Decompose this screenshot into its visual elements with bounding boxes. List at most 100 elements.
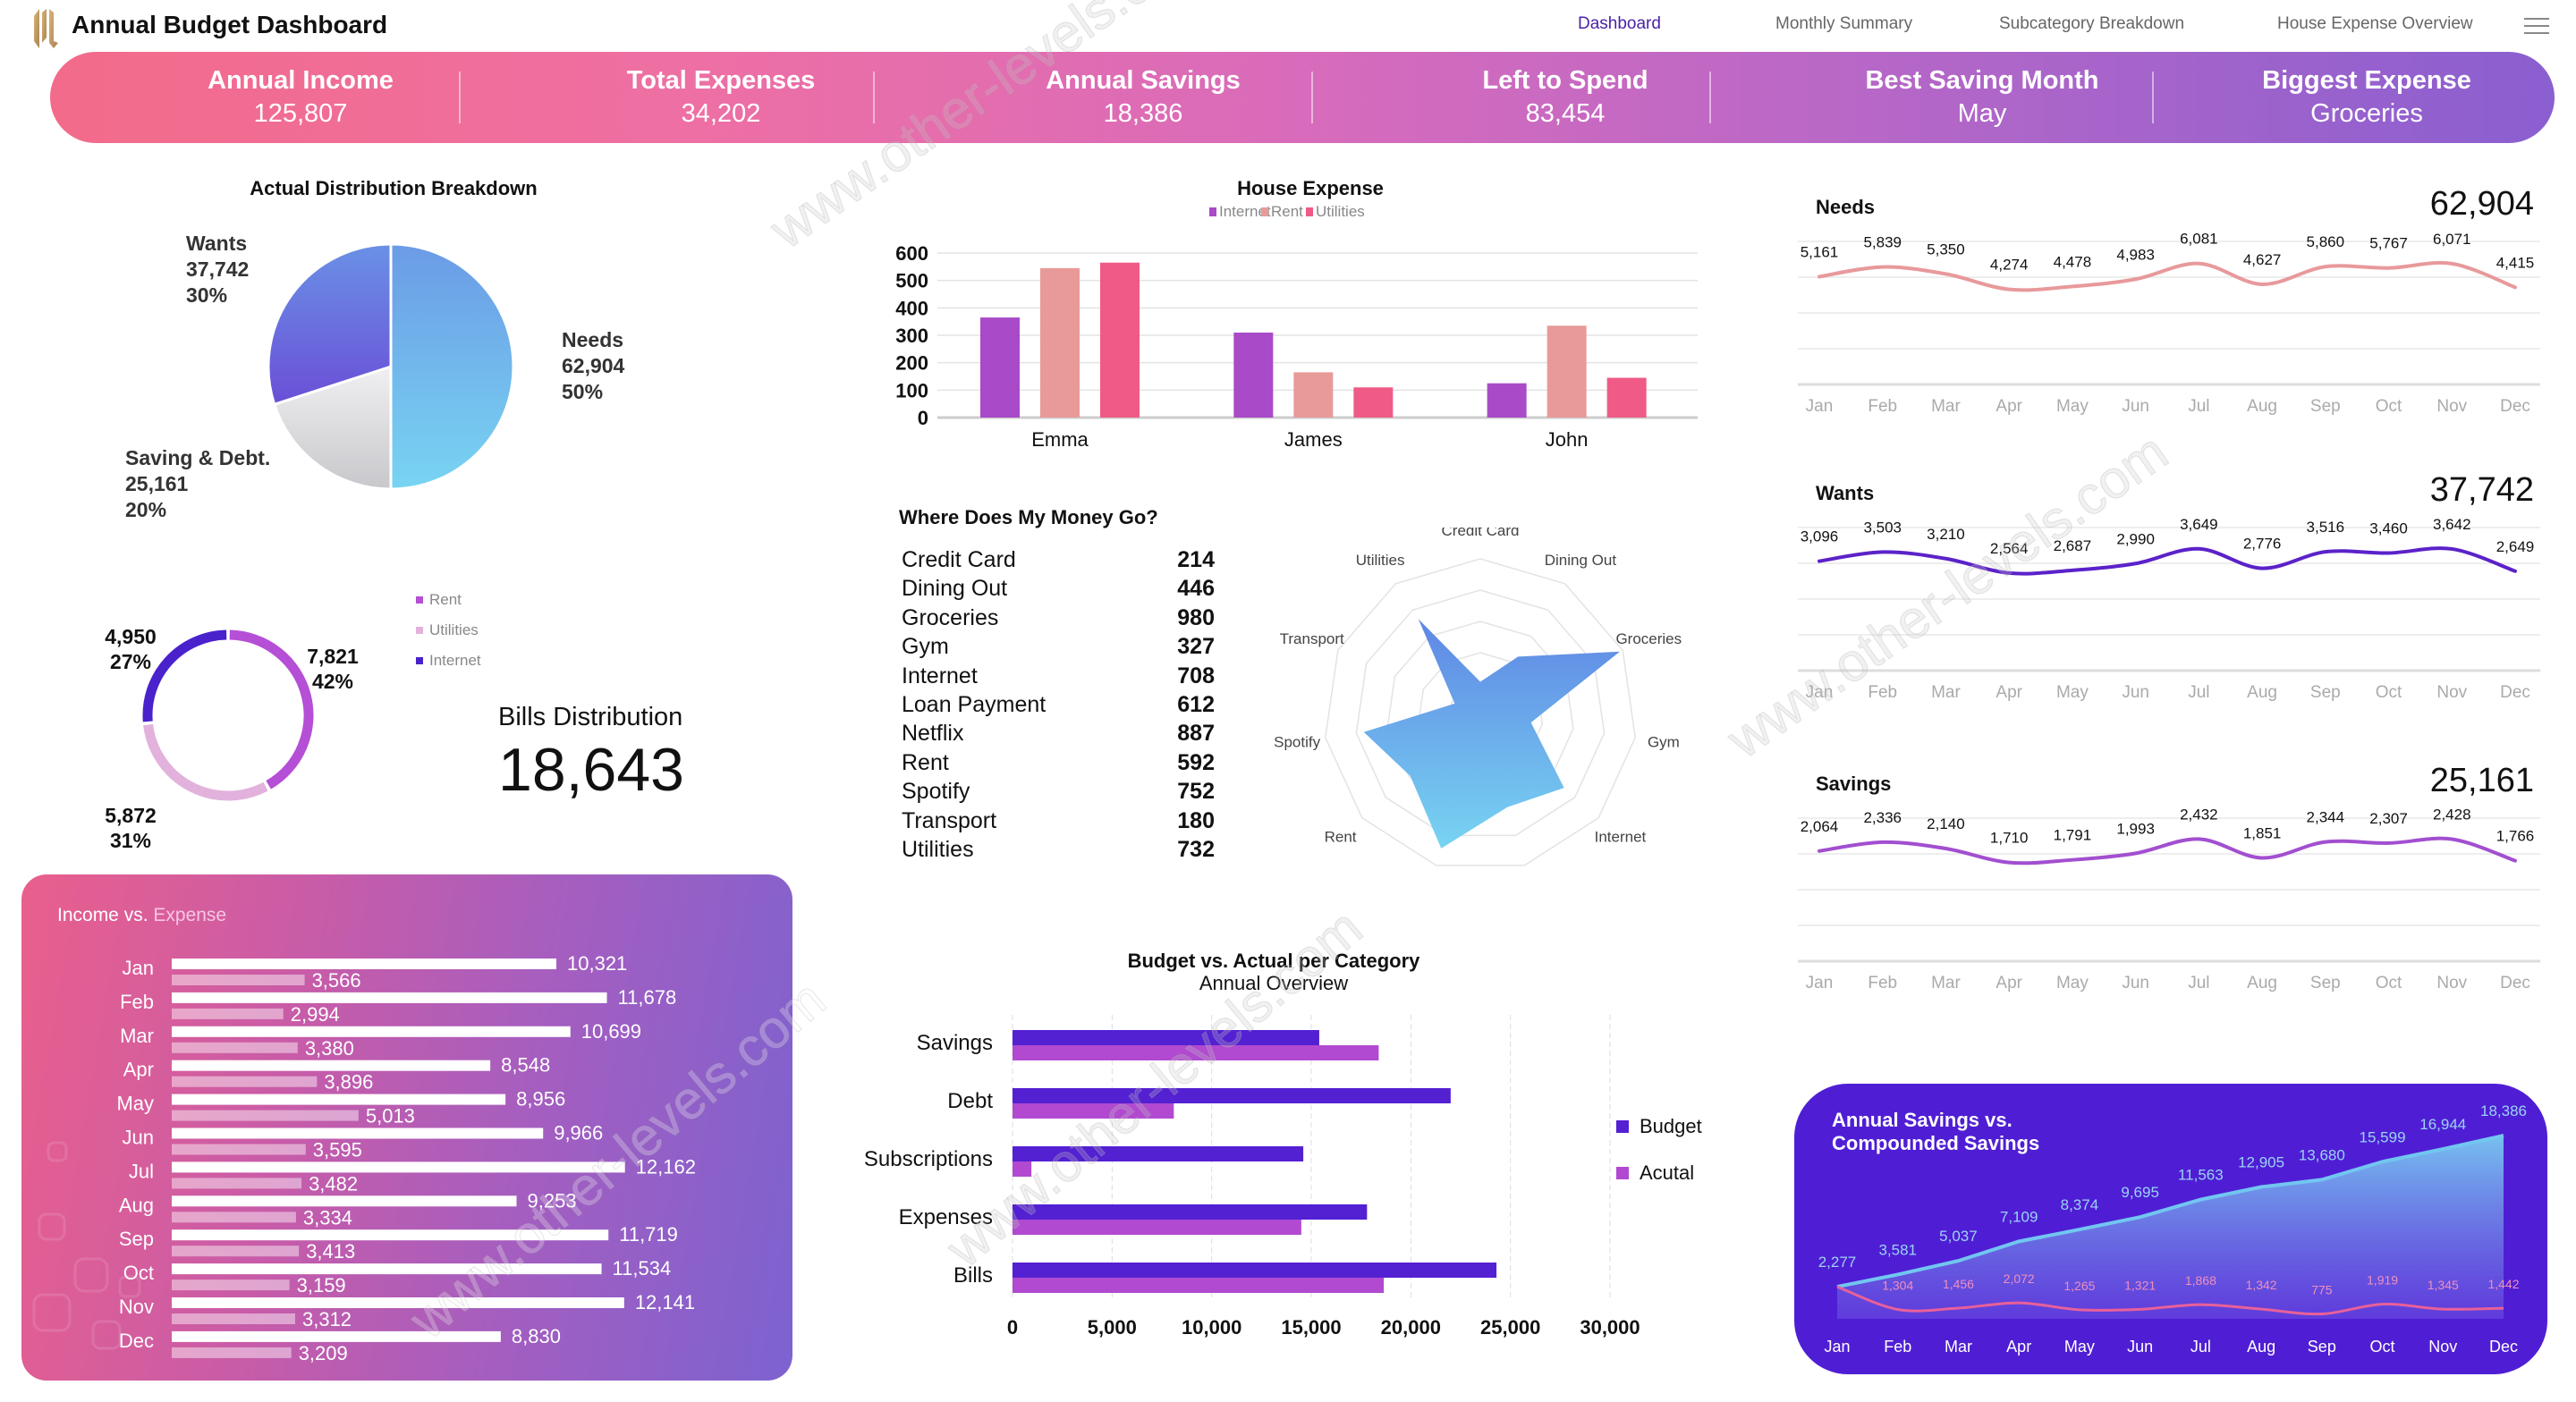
- expense-bar: [172, 1212, 296, 1223]
- income-vs-expense-panel: Income vs. Expense Jan 10,321 3,566 Feb 11,6…: [21, 874, 792, 1381]
- legend-label: Utilities: [1316, 203, 1365, 220]
- line-chart-title: Wants: [1816, 482, 1874, 504]
- x-tick-label: Dec: [2500, 683, 2530, 702]
- data-label: 1,710: [1990, 830, 2029, 847]
- expense-value-label: 3,312: [302, 1308, 352, 1330]
- donut-value-label: 4,950: [105, 625, 157, 648]
- x-tick-label: Nov: [2436, 683, 2467, 702]
- bva-bar-budget: [1013, 1204, 1368, 1220]
- x-tick-label: 20,000: [1381, 1316, 1441, 1339]
- month-label: May: [116, 1093, 154, 1115]
- x-tick-label: Feb: [1868, 683, 1897, 702]
- data-label: 1,766: [2496, 828, 2535, 845]
- month-label: Sep: [119, 1228, 154, 1250]
- expense-value-label: 2,994: [291, 1003, 340, 1026]
- money-go-row: Dining Out 446: [902, 576, 1215, 604]
- category-value: 446: [1177, 576, 1215, 602]
- kpi-left-to-spend: Left to Spend 83,454: [1404, 52, 1726, 143]
- income-bar: [172, 1161, 625, 1173]
- expense-value-label: 3,209: [299, 1342, 348, 1364]
- nav-monthly-summary[interactable]: Monthly Summary: [1775, 14, 1913, 33]
- category-value: 887: [1177, 721, 1215, 747]
- data-label: 2,344: [2307, 809, 2345, 826]
- radar-axis-label: Gym: [1648, 733, 1680, 750]
- y-tick-label: 400: [895, 297, 928, 319]
- compound-data-label: 9,695: [2121, 1184, 2159, 1201]
- category-value: 612: [1177, 691, 1215, 717]
- x-tick-label: Nov: [2428, 1338, 2457, 1356]
- x-tick-label: May: [2056, 683, 2089, 702]
- category-value: 708: [1177, 663, 1215, 688]
- income-value-label: 8,956: [516, 1088, 565, 1111]
- nav-subcategory-breakdown[interactable]: Subcategory Breakdown: [1999, 14, 2185, 33]
- month-label: Aug: [119, 1194, 154, 1216]
- kpi-total-expenses: Total Expenses 34,202: [560, 52, 882, 143]
- annual-vs-compounded-savings-card: Annual Savings vs. Compounded Savings 2,…: [1794, 1084, 2547, 1374]
- house-bar-internet: [980, 317, 1020, 418]
- x-tick-label: Sep: [2310, 974, 2341, 992]
- y-tick-label: Expenses: [899, 1205, 993, 1229]
- monthly-data-label: 1,868: [2185, 1273, 2216, 1288]
- income-value-label: 9,966: [554, 1122, 603, 1144]
- category-value: 592: [1177, 749, 1215, 775]
- income-bar: [172, 959, 556, 969]
- x-tick-label: Oct: [2376, 397, 2402, 416]
- y-tick-label: Debt: [947, 1089, 993, 1113]
- data-label: 5,767: [2369, 235, 2408, 252]
- compound-title: Annual Savings vs. Compounded Savings: [1832, 1109, 2039, 1155]
- kpi-label: Annual Savings: [1046, 66, 1241, 95]
- x-tick-label: Sep: [2310, 683, 2341, 702]
- money-go-list: Credit Card 214 Dining Out 446 Groceries 980 G…: [902, 547, 1215, 866]
- data-label: 2,307: [2369, 810, 2408, 827]
- x-tick-label: Sep: [2310, 397, 2341, 416]
- category-label: Gym: [902, 634, 949, 660]
- pie-label: Wants: [186, 232, 247, 255]
- x-tick-label: Apr: [1996, 974, 2022, 992]
- hamburger-menu-icon[interactable]: [2524, 18, 2549, 36]
- data-label: 2,776: [2243, 536, 2282, 553]
- data-label: 2,428: [2433, 807, 2471, 823]
- x-tick-label: Mar: [1931, 397, 1961, 416]
- data-label: 3,460: [2369, 520, 2408, 537]
- nav-house-expense-overview[interactable]: House Expense Overview: [2277, 14, 2473, 33]
- x-tick-label: 30,000: [1580, 1316, 1640, 1339]
- data-label: 3,096: [1801, 528, 1839, 545]
- monthly-data-label: 1,265: [2063, 1279, 2095, 1293]
- x-tick-label: Oct: [2376, 974, 2402, 992]
- bva-bar-budget: [1013, 1146, 1304, 1161]
- income-value-label: 10,321: [567, 952, 627, 975]
- radar-axis-label: Credit Card: [1442, 528, 1520, 539]
- x-tick-label: Dec: [2500, 397, 2530, 416]
- kpi-label: Annual Income: [208, 66, 394, 95]
- income-value-label: 10,699: [581, 1020, 641, 1043]
- kpi-value: 34,202: [681, 99, 761, 128]
- x-tick-label: Feb: [1868, 974, 1897, 992]
- category-value: 732: [1177, 836, 1215, 862]
- data-label: 5,839: [1863, 234, 1902, 251]
- x-tick-label: 10,000: [1182, 1316, 1241, 1339]
- money-go-row: Rent 592: [902, 750, 1215, 779]
- data-label: 4,478: [2054, 253, 2092, 270]
- expense-bar: [172, 975, 305, 985]
- y-tick-label: Savings: [917, 1031, 993, 1055]
- wants-line-chart: Wants 37,742 3,096 3,503 3,210 2,564 2,687 2,99…: [1798, 471, 2540, 702]
- monthly-data-label: 2,072: [2004, 1271, 2035, 1286]
- x-tick-label: Jul: [2188, 683, 2209, 702]
- x-tick-label: May: [2056, 397, 2089, 416]
- donut-segment-utilities: [143, 723, 268, 801]
- nav-dashboard[interactable]: Dashboard: [1578, 14, 1661, 33]
- x-tick-label: James: [1284, 428, 1343, 451]
- expense-value-label: 5,013: [366, 1105, 415, 1128]
- y-tick-label: 200: [895, 352, 928, 375]
- compound-data-label: 11,563: [2178, 1167, 2224, 1184]
- pie-slice-needs: [389, 242, 515, 491]
- month-label: Jul: [129, 1160, 154, 1182]
- x-tick-label: Oct: [2376, 683, 2402, 702]
- ive-title: Income vs. Expense: [57, 905, 226, 926]
- x-tick-label: Dec: [2500, 974, 2530, 992]
- money-go-row: Groceries 980: [902, 605, 1215, 634]
- data-label: 5,860: [2307, 233, 2345, 250]
- month-label: Oct: [123, 1262, 154, 1284]
- month-label: Dec: [119, 1330, 154, 1352]
- y-tick-label: 600: [895, 242, 928, 265]
